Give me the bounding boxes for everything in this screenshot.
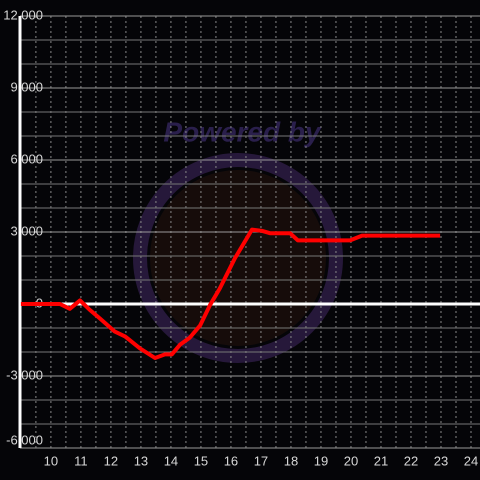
x-tick-label: 16 bbox=[224, 453, 238, 468]
x-tick-label: 21 bbox=[374, 453, 388, 468]
x-tick-label: 11 bbox=[74, 453, 88, 468]
y-tick-label: 9,000 bbox=[10, 79, 43, 94]
x-tick-label: 20 bbox=[344, 453, 358, 468]
x-tick-label: 10 bbox=[44, 453, 58, 468]
y-tick-label: 6,000 bbox=[10, 151, 43, 166]
logo-disc bbox=[150, 170, 326, 346]
x-tick-label: 22 bbox=[404, 453, 418, 468]
x-tick-label: 13 bbox=[134, 453, 148, 468]
x-tick-label: 24 bbox=[464, 453, 478, 468]
y-tick-label: -3,000 bbox=[6, 367, 43, 382]
watermark-logo bbox=[133, 153, 343, 363]
x-tick-label: 23 bbox=[434, 453, 448, 468]
y-tick-label: 3,000 bbox=[10, 223, 43, 238]
y-tick-label: 12,000 bbox=[3, 7, 43, 22]
x-tick-label: 18 bbox=[284, 453, 298, 468]
x-tick-label: 14 bbox=[164, 453, 178, 468]
y-tick-label: -6,000 bbox=[6, 432, 43, 447]
x-tick-label: 19 bbox=[314, 453, 328, 468]
line-series bbox=[20, 227, 441, 360]
x-tick-label: 15 bbox=[194, 453, 208, 468]
x-tick-label: 12 bbox=[104, 453, 118, 468]
watermark-text: Powered by bbox=[163, 116, 322, 147]
x-tick-label: 17 bbox=[254, 453, 268, 468]
